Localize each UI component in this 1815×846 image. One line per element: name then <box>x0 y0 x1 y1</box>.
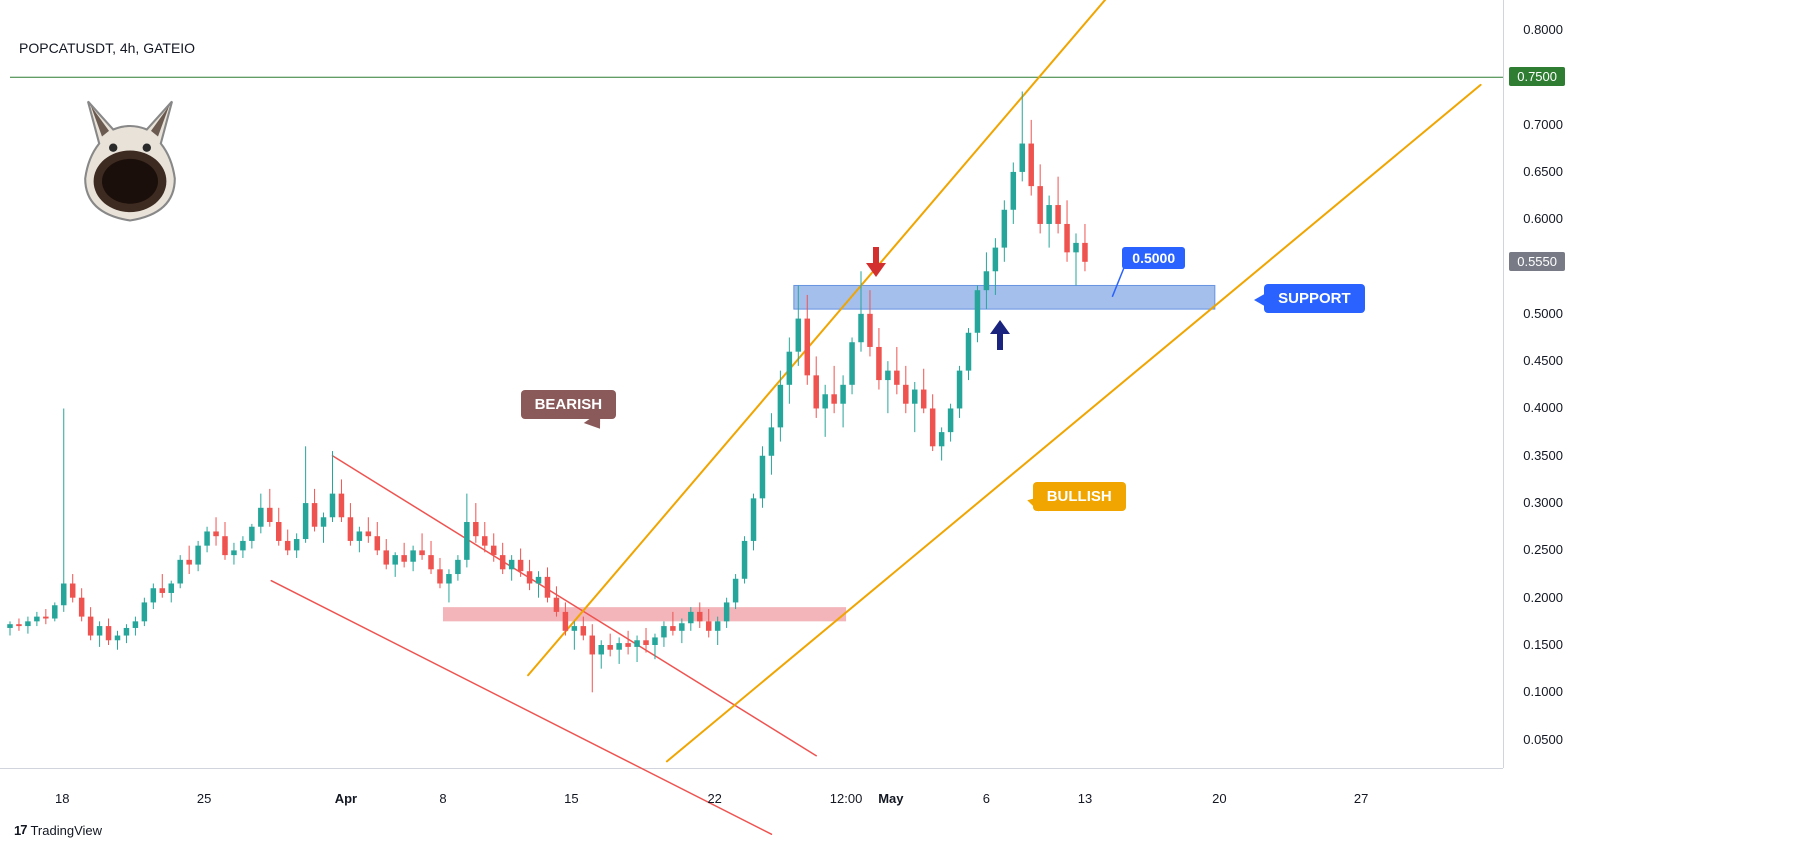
y-tick-label: 0.4000 <box>1523 400 1563 415</box>
tradingview-watermark: 17 TradingView <box>14 823 102 838</box>
x-tick-label: 13 <box>1078 791 1092 806</box>
x-tick-label: 15 <box>564 791 578 806</box>
x-axis-border <box>0 768 1503 769</box>
callout-label: SUPPORT <box>1264 284 1365 313</box>
y-axis-border <box>1503 0 1504 768</box>
tv-logo-icon: 17 <box>14 823 26 838</box>
x-tick-label: Apr <box>335 791 357 806</box>
x-tick-label: 22 <box>707 791 721 806</box>
x-tick-label: 18 <box>55 791 69 806</box>
x-tick-label: 8 <box>439 791 446 806</box>
arrow-down-icon <box>864 245 888 279</box>
chart-plot-area[interactable] <box>10 30 1503 768</box>
price-tag: 0.5000 <box>1122 247 1185 269</box>
x-tick-label: 6 <box>983 791 990 806</box>
y-tick-label: 0.4500 <box>1523 353 1563 368</box>
y-tick-label: 0.6000 <box>1523 211 1563 226</box>
y-tick-label: 0.3500 <box>1523 448 1563 463</box>
price-badge: 0.7500 <box>1509 67 1565 86</box>
watermark-text: TradingView <box>30 823 102 838</box>
arrow-up-icon <box>988 318 1012 352</box>
x-tick-label: 20 <box>1212 791 1226 806</box>
y-tick-label: 0.7000 <box>1523 117 1563 132</box>
x-tick-label: 12:00 <box>830 791 863 806</box>
y-tick-label: 0.2500 <box>1523 542 1563 557</box>
y-tick-label: 0.1500 <box>1523 637 1563 652</box>
y-tick-label: 0.2000 <box>1523 590 1563 605</box>
price-badge: 0.5550 <box>1509 252 1565 271</box>
y-tick-label: 0.3000 <box>1523 495 1563 510</box>
y-tick-label: 0.1000 <box>1523 684 1563 699</box>
y-tick-label: 0.5000 <box>1523 306 1563 321</box>
callout-pointer-icon <box>1254 292 1268 308</box>
chart-container: POPCATUSDT, 4h, GATEIO 0.05000.10000.150… <box>0 0 1815 846</box>
y-tick-label: 0.6500 <box>1523 164 1563 179</box>
y-tick-label: 0.8000 <box>1523 22 1563 37</box>
y-tick-label: 0.0500 <box>1523 732 1563 747</box>
x-tick-label: 27 <box>1354 791 1368 806</box>
x-tick-label: 25 <box>197 791 211 806</box>
callout-label: BULLISH <box>1033 482 1126 511</box>
x-tick-label: May <box>878 791 903 806</box>
